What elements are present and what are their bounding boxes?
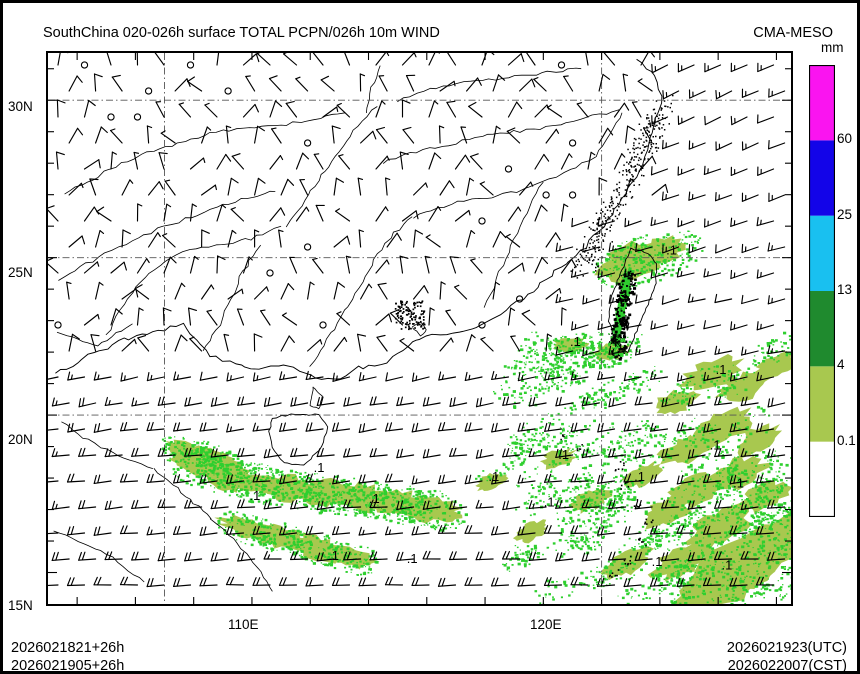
contour-label: .1 bbox=[733, 476, 744, 491]
map-canvas: .1 .1 .1 .1 .1 .1 .1 .1 .1 .1 .1 .1 .1 .1 .1 .1 .1 bbox=[48, 53, 791, 604]
axis-label-lat-20n: 20N bbox=[8, 432, 33, 447]
contour-label: .1 bbox=[570, 334, 581, 349]
model-label: CMA-MESO bbox=[753, 25, 833, 41]
colorbar-tick-4: 4 bbox=[837, 357, 845, 373]
footer-init-time-cst: 2026021905+26h bbox=[11, 658, 125, 674]
axis-label-lat-15n: 15N bbox=[8, 598, 33, 613]
contour-label: .1 bbox=[634, 469, 645, 484]
colorbar-tick-25: 25 bbox=[837, 206, 853, 222]
contour-label: .1 bbox=[407, 551, 418, 566]
contour-label: .1 bbox=[249, 488, 260, 503]
axis-label-lon-110e: 110E bbox=[228, 617, 259, 632]
colorbar-bands bbox=[809, 65, 835, 517]
contour-label: .1 bbox=[652, 554, 663, 569]
page-title: SouthChina 020-026h surface TOTAL PCPN/0… bbox=[43, 25, 440, 41]
wind-barbs bbox=[48, 53, 786, 588]
contour-label: .1 bbox=[488, 469, 499, 484]
colorbar-tick-13: 13 bbox=[837, 282, 853, 297]
contour-label: .1 bbox=[716, 362, 727, 377]
contour-label: .1 bbox=[544, 494, 555, 509]
precip-band-0p1-4 bbox=[165, 235, 791, 604]
contour-label: .1 bbox=[608, 331, 619, 346]
axis-label-lon-120e: 120E bbox=[530, 617, 562, 632]
contour-label: .1 bbox=[721, 557, 732, 572]
contour-labels: .1 .1 .1 .1 .1 .1 .1 .1 .1 .1 .1 .1 .1 .1 .1 .1 .1 bbox=[249, 243, 744, 573]
footer-valid-time-utc: 2026021923(UTC) bbox=[726, 640, 847, 656]
colorbar-tick-0p1: 0.1 bbox=[837, 432, 856, 448]
contour-label: .1 bbox=[314, 460, 325, 475]
axis-label-lat-25n: 25N bbox=[8, 265, 33, 280]
footer-valid-time-cst: 2026022007(CST) bbox=[727, 658, 847, 674]
contour-label: .1 bbox=[369, 491, 380, 506]
contour-label: .1 bbox=[666, 243, 677, 258]
colorbar bbox=[809, 65, 835, 517]
footer-init-time-utc: 2026021821+26h bbox=[11, 640, 125, 656]
contour-label: .1 bbox=[710, 438, 721, 453]
contour-label: .1 bbox=[328, 548, 339, 563]
map-plot-area: .1 .1 .1 .1 .1 .1 .1 .1 .1 .1 .1 .1 .1 .1 .1 .1 .1 bbox=[46, 51, 793, 606]
axis-ticks bbox=[48, 53, 791, 604]
colorbar-unit-label: mm bbox=[821, 40, 844, 55]
contour-label: .1 bbox=[558, 447, 569, 462]
colorbar-tick-60: 60 bbox=[837, 131, 853, 147]
axis-label-lat-30n: 30N bbox=[8, 99, 33, 114]
